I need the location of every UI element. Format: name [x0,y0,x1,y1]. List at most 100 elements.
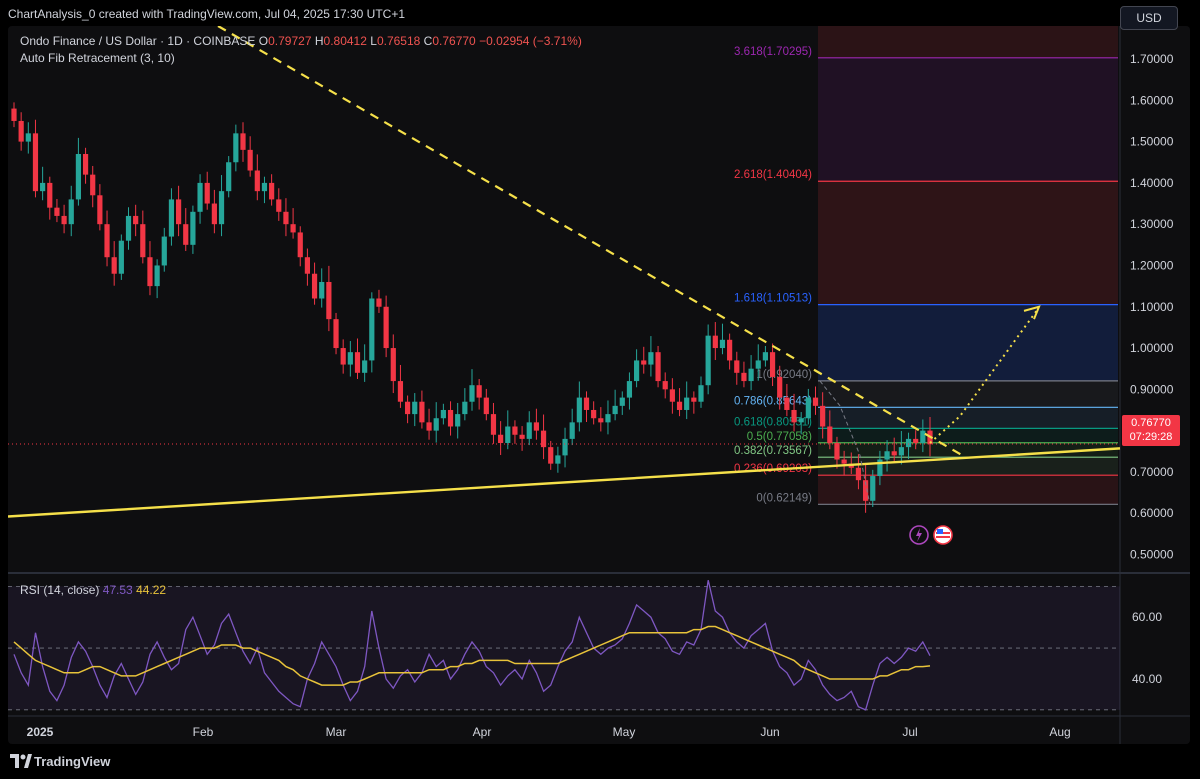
candle-body [884,451,890,460]
candle-body [426,422,432,431]
candle-body [820,405,826,427]
candle-body [247,149,253,171]
event-icons [909,524,957,551]
tradingview-logo-icon[interactable] [10,754,32,768]
chart-canvas[interactable]: 0(0.62149)0.236(0.69203)0.382(0.73567)0.… [8,26,1190,744]
candle-body [905,438,912,448]
price-tick-label: 0.90000 [1130,382,1174,396]
candle-body [490,414,497,435]
candle-body [233,133,239,163]
flash-icon[interactable] [909,525,929,545]
candle-body [512,426,518,435]
candle-body [741,372,747,382]
candle-body [569,422,575,439]
candle-body [769,352,776,377]
candle-body [390,348,396,382]
fib-label: 2.618(1.40404) [734,169,812,181]
candle-body [462,401,468,415]
candle-body [705,335,711,386]
price-tick-label: 1.30000 [1130,217,1174,231]
candle-body [855,467,862,481]
candle-body [712,335,718,349]
candle-body [118,240,124,274]
candle-body [104,224,110,258]
candle-body [175,199,182,225]
candle-body [11,108,17,121]
brand-name[interactable]: TradingView [34,754,111,769]
candle-body [598,418,604,423]
candle-body [641,360,647,365]
high-value: 0.80412 [323,34,367,48]
fib-zone [818,442,1118,458]
candle-body [862,480,869,501]
candle-body [190,211,196,245]
candle-body [168,199,175,237]
candle-body [662,381,668,390]
price-axis-bg [1120,26,1190,744]
candle-body [354,352,361,373]
rsi-tick-label: 40.00 [1132,672,1162,686]
candle-body [684,397,690,410]
candle-body [540,430,547,448]
candle-body [519,434,525,439]
candle-body [827,426,833,444]
price-tick-label: 0.70000 [1130,465,1174,479]
candle-body [633,360,640,382]
high-label: H [314,34,324,48]
candle-body [32,133,39,192]
candle-body [61,215,67,225]
currency-button[interactable]: USD [1120,6,1178,30]
candle-body [397,381,404,402]
fib-label: 1.618(1.10513) [734,293,812,305]
candle-body [834,443,840,460]
candle-body [805,397,811,419]
candle-body [82,153,89,175]
candle-body [261,182,268,192]
rsi-legend: RSI (14, close) 47.53 44.22 [20,583,166,597]
fib-zone [818,428,1118,443]
indicator-title[interactable]: Auto Fib Retracement (3, 10) [20,51,175,65]
candle-body [276,199,282,212]
us-flag-icon[interactable] [933,525,953,545]
candle-body [211,203,217,225]
candle-body [140,224,146,258]
candle-body [269,182,275,200]
fib-zone [818,407,1118,429]
candle-body [455,414,461,427]
symbol-title[interactable]: Ondo Finance / US Dollar · 1D · COINBASE [20,34,256,48]
candle-body [676,401,683,410]
candle-body [648,352,654,365]
candle-body [440,409,446,419]
candle-body [727,339,733,361]
last-price: 0.76770 [1131,417,1171,429]
candle-body [183,224,189,245]
candle-body [891,451,897,456]
low-label: L [370,34,377,48]
candle-body [376,298,382,307]
time-tick-label: May [613,725,636,739]
fib-label: 1(0.92040) [756,369,812,381]
candle-body [226,162,232,192]
candle-body [469,385,475,402]
chart-panel[interactable]: 0(0.62149)0.236(0.69203)0.382(0.73567)0.… [8,26,1190,744]
candle-body [218,191,225,225]
fib-label: 0(0.62149) [756,492,812,504]
rsi-title[interactable]: RSI (14, close) [20,583,100,597]
candle-body [548,447,554,464]
candle-body [97,195,103,225]
fib-label: 0.382(0.73567) [734,445,812,457]
price-tick-label: 1.40000 [1130,176,1174,190]
candle-body [347,352,353,365]
rsi-tick-label: 60.00 [1132,610,1162,624]
open-label: O [258,34,269,48]
candle-body [283,211,289,225]
candle-body [311,273,318,299]
candle-body [326,281,332,320]
price-tick-label: 1.60000 [1130,93,1174,107]
candle-body [161,236,167,266]
time-tick-label: Apr [473,725,492,739]
time-tick-label: 2025 [27,725,54,739]
fib-zone [818,181,1118,305]
low-value: 0.76518 [376,34,421,48]
candle-body [447,409,454,427]
